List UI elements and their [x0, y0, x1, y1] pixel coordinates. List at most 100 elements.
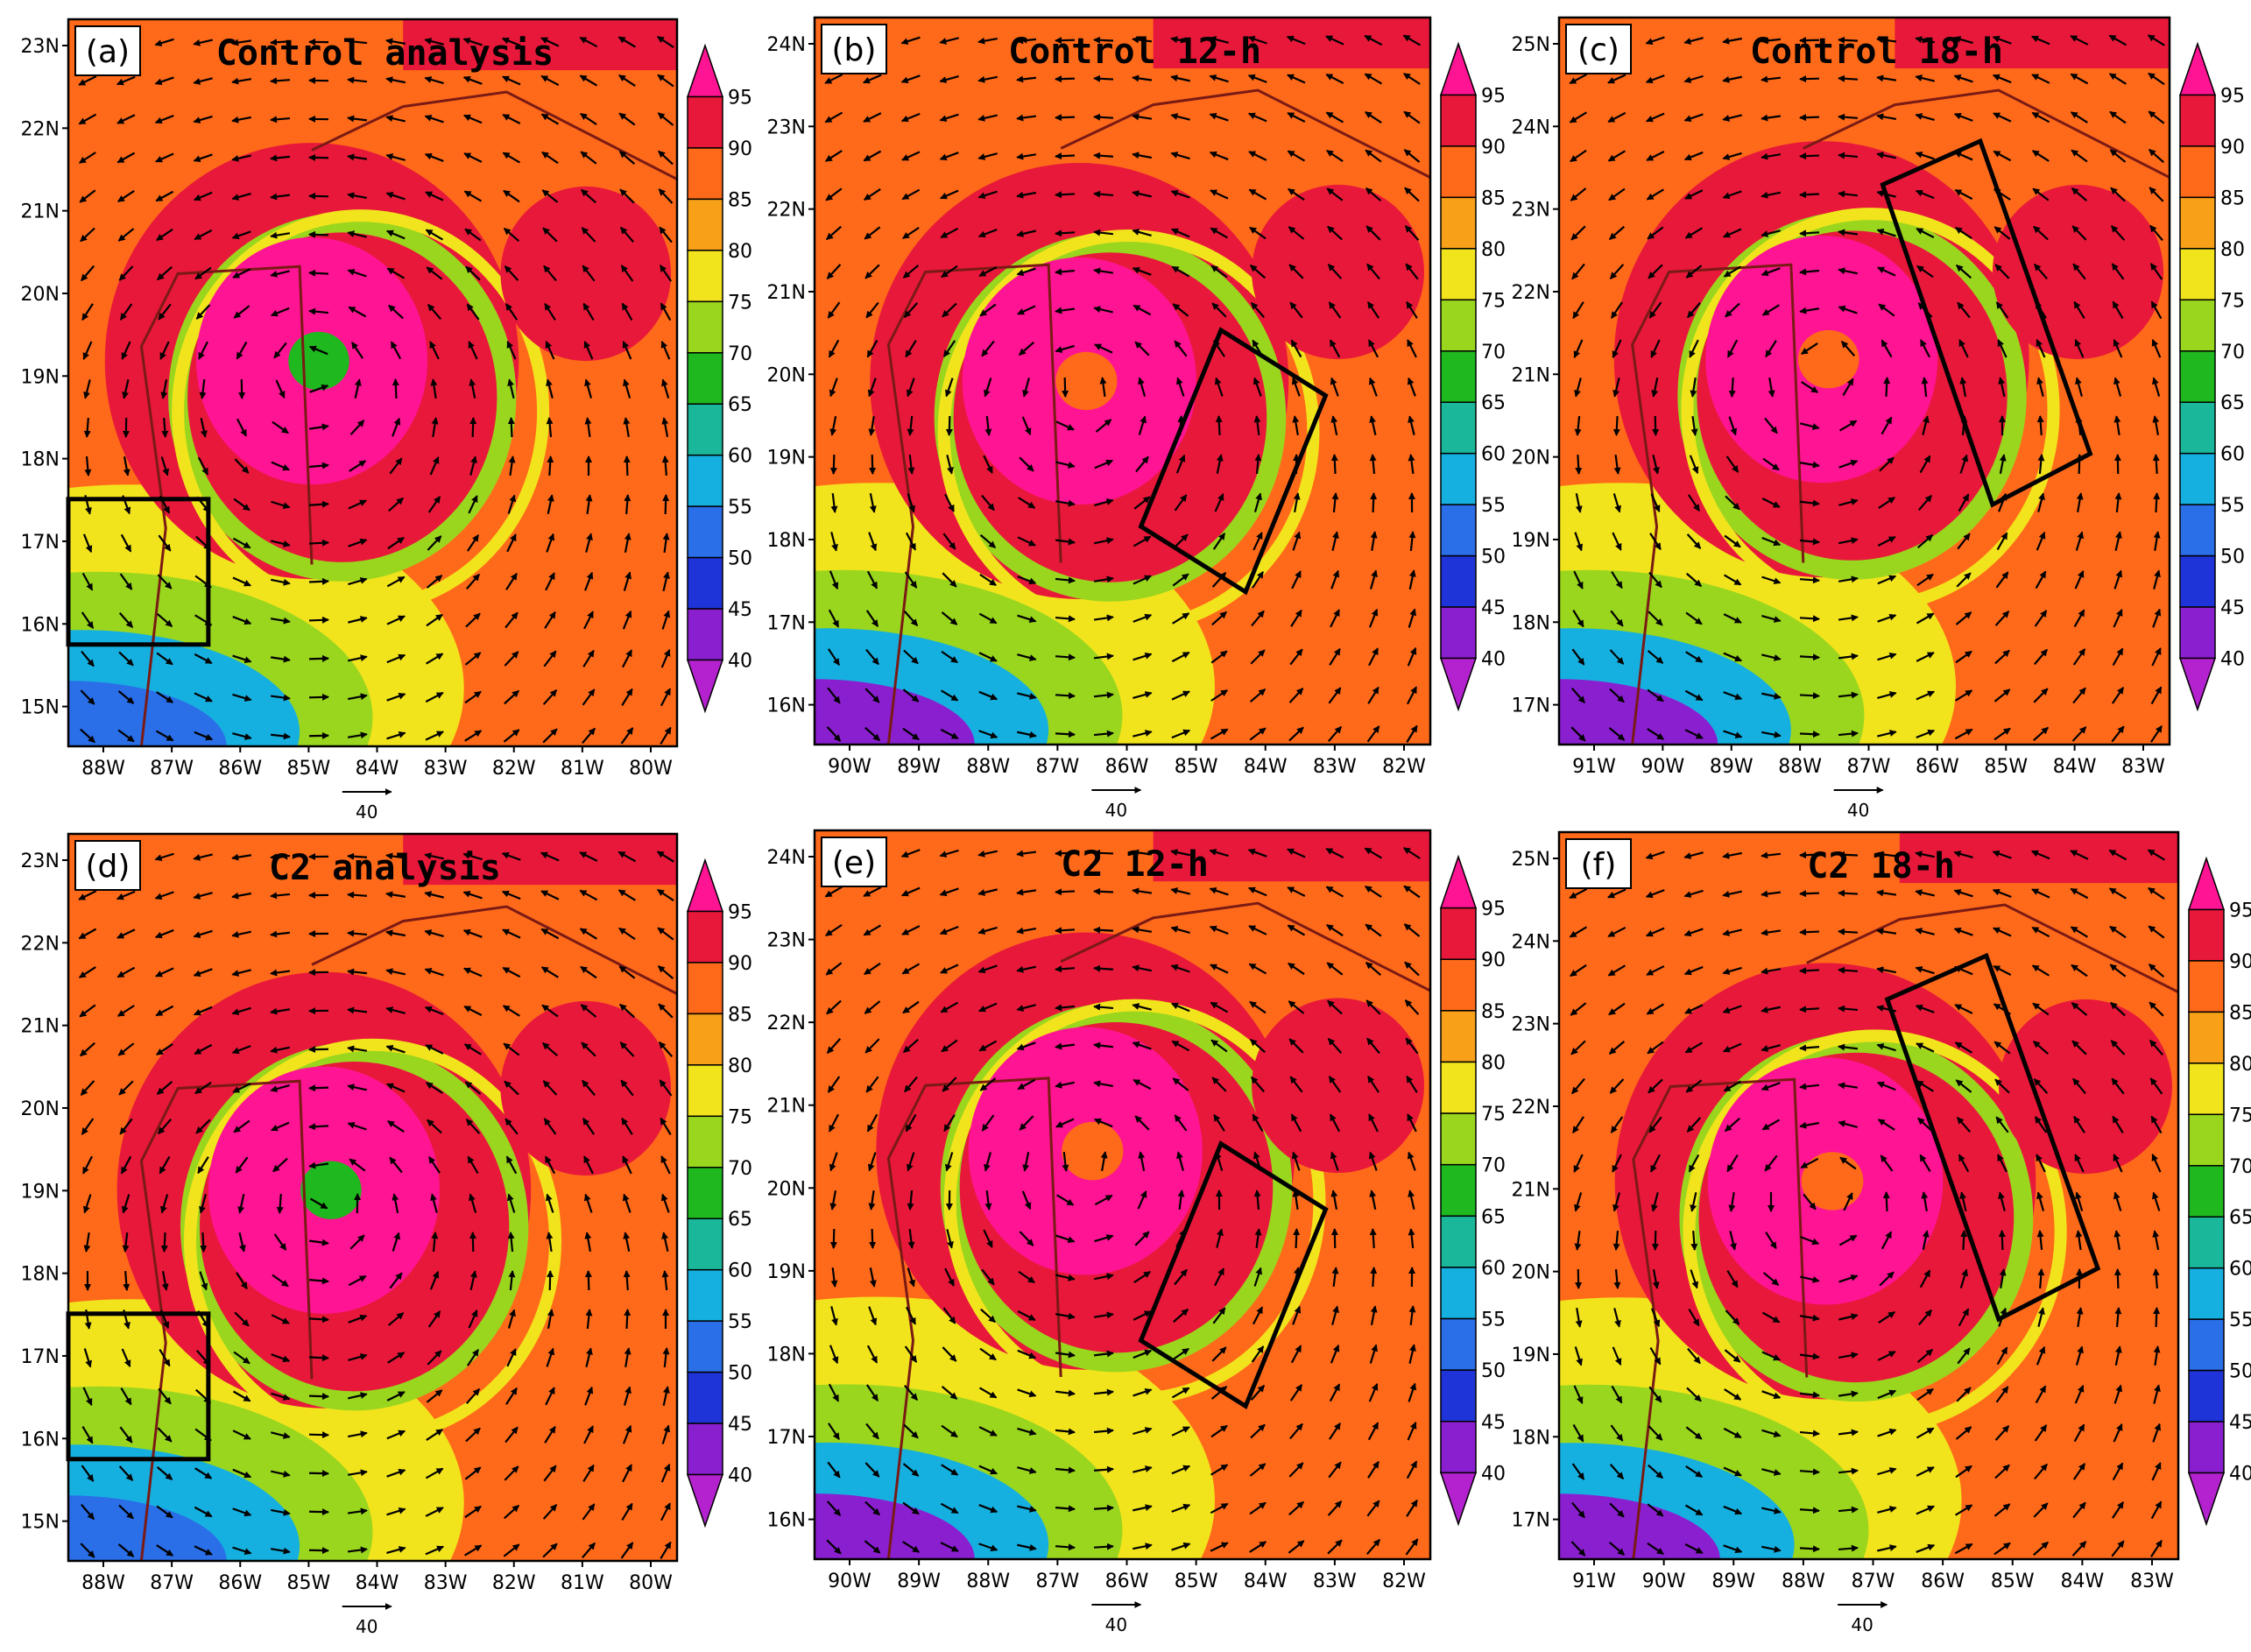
- colorbar-tick-label: 65: [1481, 1206, 1506, 1228]
- panel-letter: (f): [1581, 847, 1617, 883]
- lat-tick-label: 24N: [767, 847, 806, 869]
- lon-tick-label: 82W: [492, 1572, 536, 1594]
- colorbar-tick-label: 45: [728, 599, 752, 621]
- colorbar-tick-label: 90: [2220, 137, 2245, 159]
- colorbar-tick-label: 85: [2229, 1002, 2251, 1024]
- panel-letter-box: [1565, 838, 1632, 889]
- colorbar-tick-label: 90: [728, 953, 752, 975]
- lon-tick-label: 81W: [561, 758, 604, 780]
- colorbar-tick-label: 90: [728, 138, 752, 160]
- colorbar-tick-label: 65: [1481, 392, 1506, 414]
- colorbar-tick-label: 50: [728, 1363, 752, 1385]
- lat-tick-label: 24N: [1512, 931, 1550, 953]
- panel-letter-box: [1565, 24, 1632, 74]
- lon-tick-label: 85W: [287, 758, 331, 780]
- colorbar-tick-label: 55: [728, 1311, 752, 1333]
- analysis-region-box: [1138, 327, 1329, 596]
- lon-tick-label: 85W: [1991, 1571, 2035, 1592]
- panel-title: Control 12-h: [1008, 32, 1261, 72]
- lat-tick-label: 15N: [21, 1512, 60, 1534]
- colorbar-tick-label: 45: [2220, 597, 2245, 619]
- panel-letter: (e): [832, 845, 876, 881]
- lon-tick-label: 89W: [897, 756, 941, 778]
- lon-tick-label: 83W: [424, 758, 468, 780]
- colorbar-tick-label: 40: [1481, 649, 1506, 671]
- lat-tick-label: 17N: [767, 612, 806, 634]
- coastline: [1631, 263, 1805, 745]
- colorbar-tick-label: 70: [728, 1158, 752, 1180]
- lon-tick-label: 86W: [1916, 756, 1959, 778]
- lon-tick-label: 91W: [1572, 756, 1616, 778]
- panel-title: Control 18-h: [1750, 32, 2003, 72]
- reference-vector-label: 40: [1105, 1614, 1127, 1635]
- wind-speed-field: [68, 834, 677, 1561]
- panel-title: C2 18-h: [1807, 846, 1955, 886]
- lat-tick-label: 19N: [1512, 1345, 1550, 1366]
- colorbar-tick-label: 70: [2220, 342, 2245, 364]
- lat-tick-label: 15N: [21, 697, 60, 719]
- colorbar-tick-label: 75: [2229, 1105, 2251, 1126]
- lon-tick-label: 88W: [1778, 756, 1822, 778]
- colorbar-tick-label: 85: [728, 189, 752, 211]
- colorbar-tick-label: 60: [1481, 444, 1506, 466]
- panel-letter-box: [74, 840, 141, 891]
- lat-tick-label: 18N: [767, 1344, 806, 1366]
- lat-tick-label: 22N: [1512, 282, 1550, 304]
- panel-letter: (c): [1577, 32, 1619, 68]
- analysis-region-box: [1138, 1140, 1329, 1409]
- lat-tick-label: 19N: [1512, 530, 1550, 552]
- panel-e: (e) C2 12-h 24N 23N 22N 21N 20N 19N 18N 17N 16N 90W…: [767, 829, 1506, 1635]
- colorbar-tick-label: 95: [2220, 85, 2245, 107]
- lat-tick-label: 21N: [767, 282, 806, 304]
- lat-tick-label: 17N: [1512, 1510, 1550, 1532]
- lon-tick-label: 86W: [1105, 756, 1149, 778]
- map-frame: [813, 16, 1432, 746]
- lat-tick-label: 19N: [21, 366, 60, 388]
- lon-tick-label: 90W: [828, 756, 871, 778]
- lon-tick-label: 84W: [1244, 756, 1288, 778]
- colorbar-tick-label: 60: [728, 1260, 752, 1282]
- colorbar-tick-label: 80: [1481, 239, 1506, 261]
- colorbar-tick-label: 50: [2229, 1361, 2251, 1383]
- panel-letter: (d): [86, 849, 131, 885]
- colorbar-tick-label: 70: [1481, 1155, 1506, 1177]
- lat-tick-label: 24N: [1512, 116, 1550, 138]
- lon-tick-label: 84W: [356, 1572, 399, 1594]
- panel-letter-box: [74, 25, 141, 76]
- coastline: [139, 265, 314, 746]
- lon-tick-label: 88W: [966, 1571, 1010, 1592]
- lat-tick-label: 20N: [767, 1178, 806, 1200]
- lon-tick-label: 87W: [150, 1572, 194, 1594]
- lon-tick-label: 87W: [1852, 1571, 1895, 1592]
- colorbar-tick-label: 85: [1481, 1001, 1506, 1023]
- lon-tick-label: 90W: [828, 1571, 871, 1592]
- colorbar: 95 90 85 80 75 70 65 60 55 50 45 40: [1439, 41, 1506, 712]
- lon-tick-label: 83W: [2130, 1571, 2174, 1592]
- lat-tick-label: 19N: [21, 1181, 60, 1203]
- lon-tick-label: 88W: [966, 756, 1010, 778]
- lat-tick-label: 22N: [767, 1013, 806, 1034]
- colorbar-tick-label: 40: [728, 1465, 752, 1487]
- lon-tick-label: 83W: [2121, 756, 2165, 778]
- panel-letter-box: [821, 24, 887, 74]
- lon-tick-label: 85W: [1984, 756, 2028, 778]
- lon-tick-label: 90W: [1642, 1571, 1686, 1592]
- coastline: [139, 1079, 314, 1561]
- lat-tick-label: 18N: [767, 530, 806, 552]
- colorbar-tick-label: 55: [2229, 1310, 2251, 1331]
- colorbar-tick-label: 75: [728, 1106, 752, 1128]
- lon-tick-label: 88W: [81, 758, 125, 780]
- cuba-coastline: [1806, 903, 2178, 993]
- lon-tick-label: 90W: [1641, 756, 1685, 778]
- panel-title: C2 analysis: [269, 848, 501, 888]
- cuba-coastline: [1803, 88, 2170, 179]
- lat-tick-label: 18N: [21, 1264, 60, 1286]
- lon-tick-label: 82W: [492, 758, 536, 780]
- map-frame: [67, 18, 679, 748]
- lat-tick-label: 22N: [1512, 1097, 1550, 1119]
- colorbar-tick-label: 65: [2220, 392, 2245, 414]
- colorbar-tick-label: 45: [2229, 1412, 2251, 1434]
- lon-tick-label: 86W: [1921, 1571, 1965, 1592]
- colorbar-tick-label: 75: [1481, 1104, 1506, 1126]
- lat-tick-label: 20N: [21, 284, 60, 306]
